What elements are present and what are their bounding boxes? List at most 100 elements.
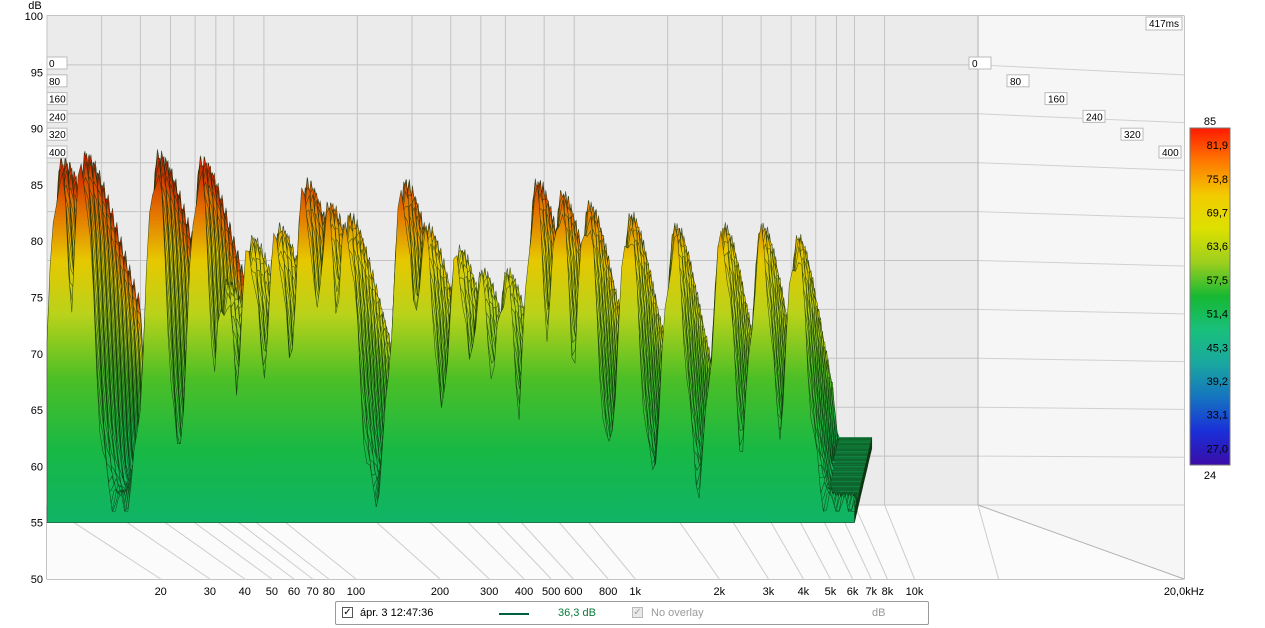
time-max-box [1145,16,1183,31]
x-tick-label: 500 [542,586,560,598]
overlay-unit: dB [872,607,886,619]
colorbar-label: 33,1 [1207,410,1228,422]
side-grid-line [977,64,1185,76]
time-tick-box [46,92,68,106]
time-tick-box [46,56,68,70]
floor-line [854,504,888,580]
x-tick-label: 80 [323,586,335,598]
time-tick-box [968,56,992,70]
side-grid-line [977,162,1185,171]
time-tick-text: 160 [49,95,66,106]
time-tick-left: 160 [46,92,68,106]
overlay-checkbox[interactable]: ✓ [632,607,643,618]
colorbar-label: 27,0 [1207,443,1228,455]
colorbar-label: 81,9 [1207,140,1228,152]
time-tick-text: 0 [49,59,55,70]
x-tick-label: 20,0kHz [1164,586,1204,598]
colorbar-min: 24 [1204,470,1216,482]
time-tick-box [1120,127,1144,141]
x-tick-label: 20 [155,586,167,598]
time-tick-box [46,109,68,123]
colorbar-label: 69,7 [1207,208,1228,220]
time-tick-right: 320 [1120,127,1144,141]
x-tick-label: 30 [204,586,216,598]
y-tick-label: 55 [31,518,43,530]
x-tick-label: 8k [882,586,894,598]
side-grid-line [977,357,1185,363]
measurement-name: ápr. 3 12:47:36 [360,607,434,619]
colorbar-label: 75,8 [1207,174,1228,186]
time-tick-text: 400 [1162,148,1179,159]
y-tick-label: 60 [31,461,43,473]
time-tick-text: 0 [972,59,978,70]
y-tick-label: 65 [31,405,43,417]
x-tick-label: 5k [825,586,837,598]
time-tick-left: 320 [46,127,68,141]
time-tick-box [1006,74,1030,88]
time-tick-left: 0 [46,56,68,70]
legend-bar: ✓ ápr. 3 12:47:36 36,3 dB ✓ No overlay d… [335,601,929,625]
side-grid-line [977,406,1185,410]
x-tick-label: 2k [713,586,725,598]
floor-line [977,504,1000,580]
waterfall-slice [46,163,855,523]
time-tick-box [1158,145,1182,159]
x-tick-label: 50 [266,586,278,598]
time-tick-text: 80 [1010,77,1022,88]
y-tick-label: 100 [25,11,43,23]
measurement-checkbox[interactable]: ✓ [342,607,353,618]
time-tick-box [46,145,68,159]
colorbar-label: 51,4 [1207,309,1228,321]
time-tick-text: 320 [1124,130,1141,141]
x-tick-label: 200 [431,586,449,598]
time-tick-left: 400 [46,145,68,159]
colorbar-label: 57,5 [1207,275,1228,287]
side-grid-line [977,455,1185,458]
x-tick-label: 600 [564,586,582,598]
time-max-text: 417ms [1149,19,1179,30]
time-tick-right: 160 [1044,92,1068,106]
overlay-label: No overlay [651,607,704,619]
floor-line [884,504,915,580]
x-tick-label: 1k [629,586,641,598]
side-grid-line [977,260,1185,267]
y-unit-label: dB [28,0,41,12]
time-tick-text: 400 [49,148,66,159]
colorbar-max: 85 [1204,116,1216,128]
floor-plane [47,505,1184,579]
y-tick-label: 80 [31,236,43,248]
x-tick-label: 7k [865,586,877,598]
time-tick-left: 80 [46,74,68,88]
side-grid-line [977,211,1185,219]
time-tick-text: 320 [49,130,66,141]
time-tick-box [1044,92,1068,106]
x-tick-label: 300 [480,586,498,598]
x-tick-label: 4k [798,586,810,598]
time-tick-right: 400 [1158,145,1182,159]
colorbar [1189,127,1231,466]
measurement-line-swatch [499,613,529,615]
floor-edge [977,504,1185,580]
time-tick-text: 160 [1048,95,1065,106]
x-tick-label: 60 [288,586,300,598]
side-wall [978,16,1184,579]
y-tick-label: 85 [31,180,43,192]
time-tick-text: 240 [1086,112,1103,123]
time-tick-box [1082,109,1106,123]
x-tick-label: 3k [763,586,775,598]
time-tick-text: 80 [49,77,61,88]
time-tick-box [46,127,68,141]
x-tick-label: 6k [847,586,859,598]
x-tick-label: 70 [307,586,319,598]
time-tick-left: 240 [46,109,68,123]
x-tick-label: 100 [347,586,365,598]
x-tick-label: 10k [906,586,924,598]
time-tick-right: 80 [1006,74,1030,88]
time-tick-right: 0 [968,56,992,70]
x-tick-label: 40 [239,586,251,598]
y-tick-label: 50 [31,574,43,586]
y-tick-label: 95 [31,67,43,79]
colorbar-label: 45,3 [1207,342,1228,354]
time-max-label: 417ms [1145,16,1183,31]
